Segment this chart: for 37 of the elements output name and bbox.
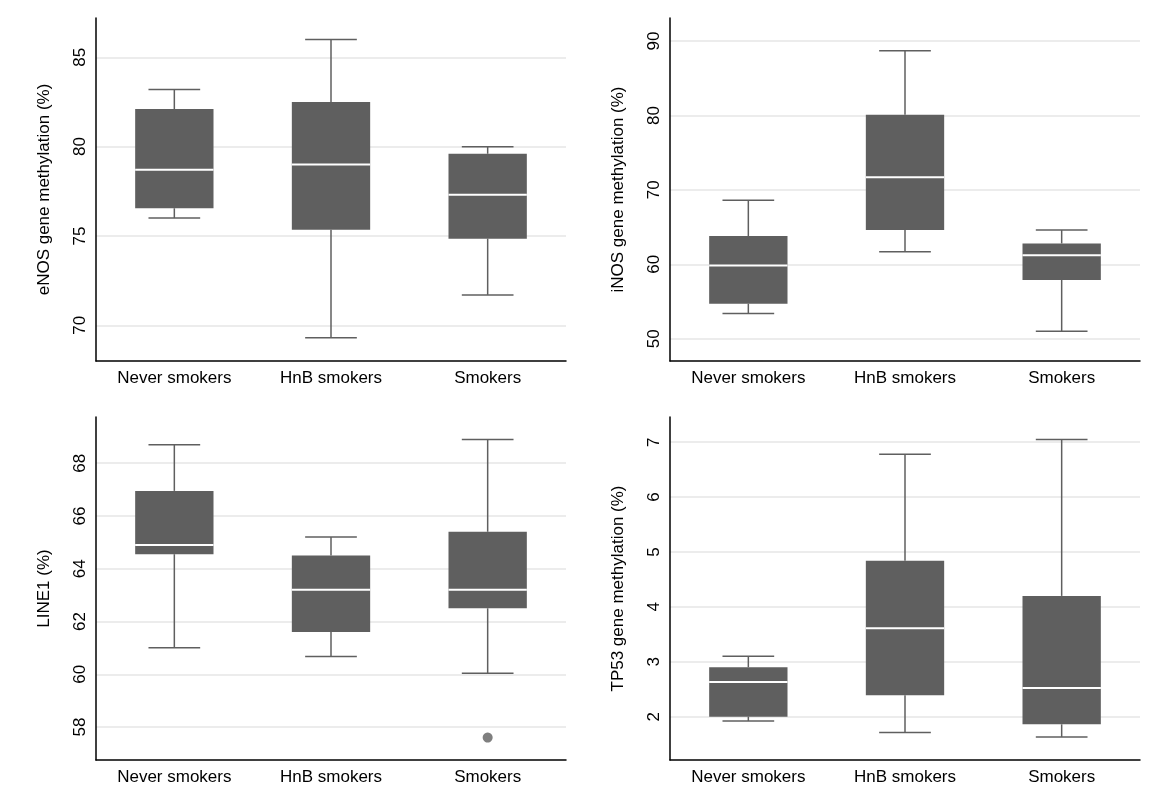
- y-tick-label: 5: [644, 547, 663, 557]
- y-tick-label: 80: [644, 106, 663, 125]
- x-tick-label: Never smokers: [691, 767, 806, 786]
- y-tick-label: 80: [70, 137, 89, 157]
- x-tick-label: HnB smokers: [853, 368, 957, 387]
- x-tick-label: Smokers: [1028, 368, 1096, 387]
- y-tick-label: 68: [70, 453, 89, 473]
- x-tick-label: Smokers: [454, 767, 522, 786]
- y-tick-label: 3: [644, 657, 663, 667]
- x-tick-label: Smokers: [1028, 767, 1096, 786]
- y-axis-title: LINE1 (%): [34, 549, 53, 628]
- y-tick-label: 7: [644, 437, 663, 447]
- y-tick-label: 60: [644, 254, 663, 274]
- y-tick-label: 64: [70, 559, 89, 579]
- y-tick-label: 75: [70, 226, 89, 246]
- x-tick-label: HnB smokers: [853, 767, 957, 786]
- y-tick-label: 62: [70, 612, 89, 631]
- x-tick-label: Never smokers: [117, 767, 232, 786]
- y-tick-label: 4: [644, 602, 663, 612]
- x-tick-label: Never smokers: [117, 368, 232, 387]
- y-tick-label: 70: [644, 180, 663, 200]
- y-axis-title: iNOS gene methylation (%): [608, 86, 627, 293]
- y-tick-label: 70: [70, 315, 89, 335]
- y-tick-label: 6: [644, 492, 663, 502]
- y-tick-label: 2: [644, 711, 663, 722]
- y-tick-label: 58: [70, 717, 89, 737]
- y-tick-label: 60: [70, 664, 89, 684]
- x-tick-label: HnB smokers: [279, 368, 383, 387]
- y-tick-label: 85: [70, 47, 89, 67]
- y-tick-label: 90: [644, 31, 663, 51]
- y-axis-title: eNOS gene methylation (%): [34, 83, 53, 296]
- x-tick-label: Smokers: [454, 368, 522, 387]
- y-tick-label: 66: [70, 506, 89, 526]
- y-tick-label: 50: [644, 329, 663, 349]
- x-tick-label: HnB smokers: [279, 767, 383, 786]
- x-tick-label: Never smokers: [691, 368, 806, 387]
- y-axis-title: TP53 gene methylation (%): [608, 485, 627, 692]
